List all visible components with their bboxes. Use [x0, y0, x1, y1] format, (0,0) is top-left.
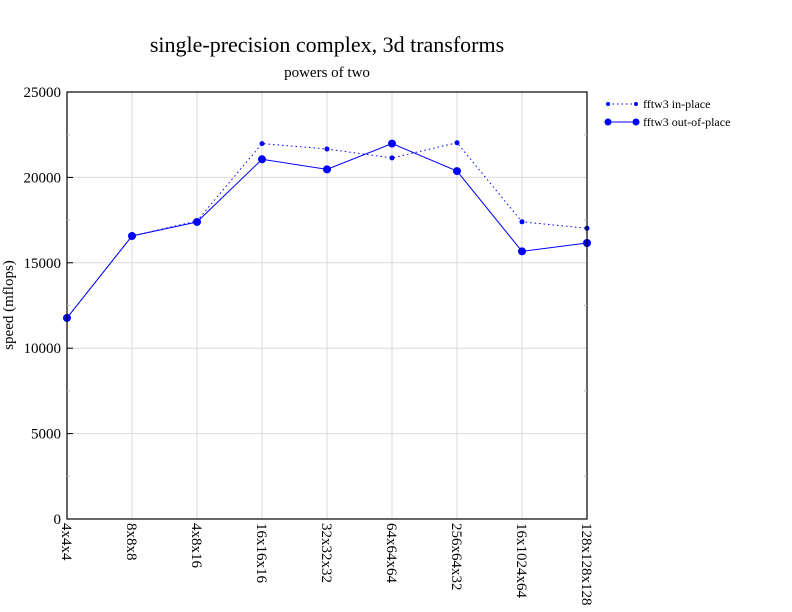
x-tick-label: 16x1024x64 [513, 523, 529, 599]
data-point [324, 146, 330, 152]
y-tick-label: 20000 [24, 170, 62, 186]
data-point [519, 219, 525, 225]
data-point [258, 155, 266, 164]
data-point [193, 217, 201, 226]
legend-marker [632, 118, 640, 126]
legend-marker [606, 102, 610, 106]
legend-marker [604, 118, 612, 126]
x-tick-label: 16x16x16 [253, 523, 269, 584]
legend-label: fftw3 out-of-place [643, 115, 730, 129]
x-tick-label: 4x8x16 [188, 523, 204, 569]
y-tick-label: 15000 [24, 256, 62, 272]
y-axis-label: speed (mflops) [1, 260, 17, 350]
data-point [453, 167, 461, 176]
x-tick-label: 4x4x4 [58, 523, 74, 561]
data-point [323, 165, 331, 174]
chart-title: single-precision complex, 3d transforms [150, 32, 504, 57]
x-tick-label: 256x64x32 [448, 523, 464, 591]
y-tick-label: 5000 [31, 427, 61, 443]
x-tick-label: 32x32x32 [318, 523, 334, 583]
chart-subtitle: powers of two [284, 65, 370, 81]
data-point [518, 247, 526, 256]
data-point [128, 231, 136, 240]
x-tick-label: 64x64x64 [383, 523, 399, 584]
legend-marker [634, 102, 638, 106]
x-tick-label: 8x8x8 [123, 523, 139, 561]
x-tick-label: 128x128x128 [578, 523, 594, 606]
y-tick-label: 0 [54, 512, 62, 528]
data-point [454, 140, 460, 146]
data-point [259, 141, 265, 147]
data-point [388, 139, 396, 148]
legend-label: fftw3 in-place [643, 97, 710, 111]
data-point [389, 155, 395, 161]
y-tick-label: 10000 [24, 341, 62, 357]
y-tick-label: 25000 [24, 85, 62, 101]
